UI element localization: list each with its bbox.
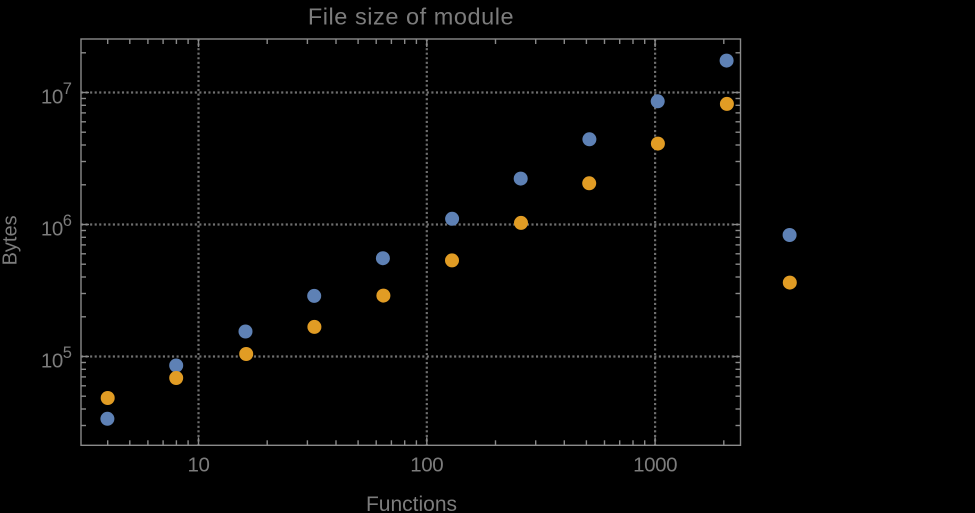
- svg-text:10: 10: [41, 350, 63, 373]
- svg-text:5: 5: [63, 344, 72, 362]
- svg-text:File size of module: File size of module: [308, 4, 514, 30]
- svg-text:10: 10: [187, 454, 209, 477]
- svg-text:1000: 1000: [633, 454, 677, 477]
- svg-text:10: 10: [41, 86, 63, 109]
- svg-text:Functions: Functions: [366, 493, 457, 513]
- svg-text:Bytes: Bytes: [0, 215, 22, 265]
- svg-text:10: 10: [41, 218, 63, 241]
- svg-text:7: 7: [63, 80, 72, 98]
- svg-text:100: 100: [410, 454, 443, 477]
- svg-text:6: 6: [63, 212, 72, 230]
